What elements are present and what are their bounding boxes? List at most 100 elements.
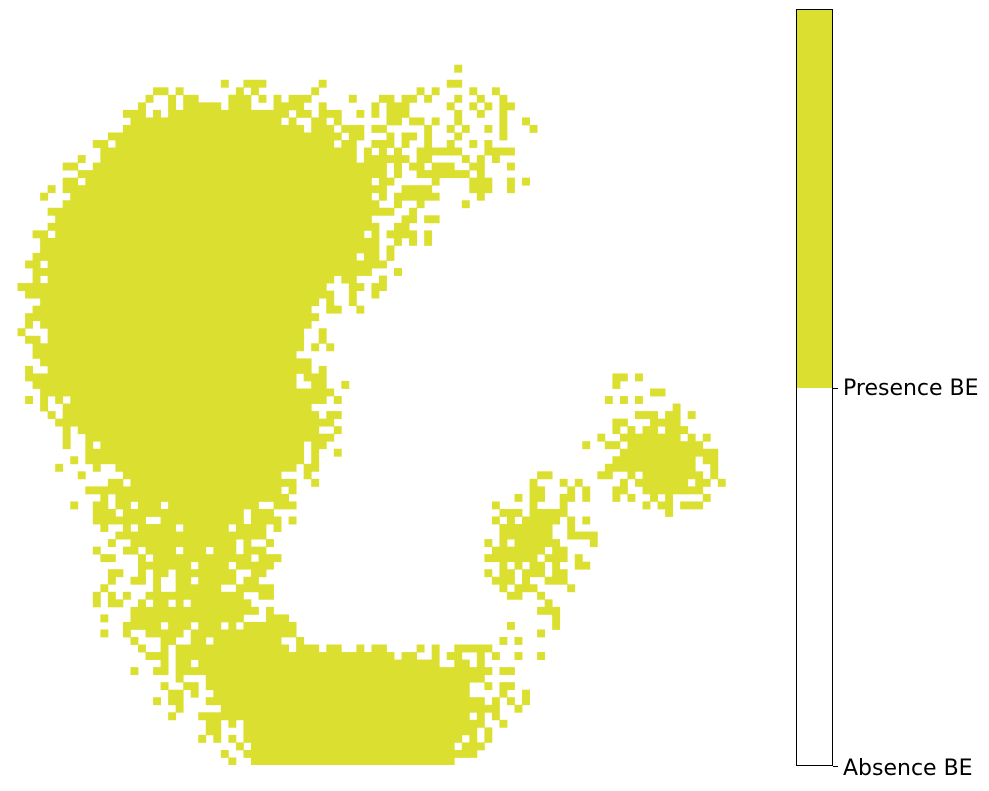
presence-cell bbox=[258, 268, 267, 276]
presence-cell bbox=[183, 493, 192, 502]
presence-cell bbox=[281, 659, 290, 668]
presence-cell bbox=[627, 471, 636, 480]
presence-cell bbox=[62, 177, 71, 186]
presence-cell bbox=[235, 290, 244, 299]
presence-cell bbox=[371, 245, 380, 254]
presence-cell bbox=[198, 433, 207, 442]
presence-cell bbox=[130, 516, 139, 525]
presence-cell bbox=[273, 734, 282, 743]
presence-cell bbox=[138, 245, 146, 254]
presence-cell bbox=[62, 200, 71, 209]
presence-cell bbox=[311, 727, 320, 736]
presence-cell bbox=[273, 290, 282, 299]
presence-cell bbox=[138, 403, 146, 412]
presence-cell bbox=[213, 252, 222, 261]
presence-cell bbox=[250, 712, 259, 721]
presence-cell bbox=[107, 599, 116, 608]
presence-cell bbox=[341, 245, 350, 254]
presence-cell bbox=[138, 396, 146, 404]
presence-cell bbox=[356, 644, 365, 653]
presence-cell bbox=[250, 358, 259, 367]
presence-cell bbox=[205, 260, 214, 269]
presence-cell bbox=[687, 471, 696, 480]
presence-cell bbox=[183, 539, 192, 548]
presence-cell bbox=[311, 313, 320, 322]
presence-cell bbox=[198, 531, 207, 540]
presence-cell bbox=[145, 185, 154, 194]
presence-cell bbox=[130, 539, 139, 548]
presence-cell bbox=[62, 207, 71, 216]
presence-cell bbox=[153, 335, 161, 344]
presence-cell bbox=[168, 230, 177, 239]
presence-cell bbox=[326, 147, 335, 156]
presence-cell bbox=[62, 237, 71, 246]
presence-cell bbox=[288, 674, 297, 683]
presence-cell bbox=[484, 177, 493, 186]
presence-cell bbox=[250, 283, 259, 292]
presence-cell bbox=[168, 561, 177, 570]
presence-cell bbox=[333, 757, 342, 765]
presence-cell bbox=[190, 260, 199, 269]
presence-cell bbox=[130, 290, 139, 299]
presence-cell bbox=[318, 185, 327, 194]
presence-cell bbox=[506, 524, 515, 532]
presence-cell bbox=[273, 704, 282, 713]
presence-cell bbox=[371, 659, 380, 668]
presence-cell bbox=[311, 170, 320, 179]
presence-cell bbox=[168, 252, 177, 261]
presence-cell bbox=[401, 192, 410, 201]
presence-cell bbox=[506, 576, 515, 585]
presence-cell bbox=[341, 155, 350, 163]
presence-cell bbox=[213, 629, 222, 638]
presence-cell bbox=[378, 283, 387, 292]
presence-cell bbox=[115, 222, 124, 231]
presence-cell bbox=[318, 162, 327, 171]
presence-cell bbox=[627, 433, 636, 442]
presence-cell bbox=[198, 365, 207, 374]
presence-cell bbox=[213, 411, 222, 420]
presence-cell bbox=[138, 290, 146, 299]
presence-cell bbox=[168, 365, 177, 374]
presence-cell bbox=[85, 192, 94, 201]
presence-cell bbox=[303, 667, 312, 676]
presence-cell bbox=[401, 749, 410, 758]
presence-cell bbox=[220, 147, 229, 156]
presence-cell bbox=[657, 456, 666, 465]
presence-cell bbox=[311, 411, 320, 420]
presence-cell bbox=[461, 704, 470, 713]
presence-cell bbox=[160, 200, 169, 209]
presence-cell bbox=[160, 396, 169, 404]
presence-cell bbox=[273, 215, 282, 224]
presence-cell bbox=[220, 343, 229, 352]
presence-cell bbox=[213, 636, 222, 645]
presence-cell bbox=[198, 448, 207, 457]
presence-cell bbox=[100, 328, 109, 337]
presence-cell bbox=[130, 621, 139, 630]
presence-cell bbox=[318, 433, 327, 442]
presence-cell bbox=[122, 147, 131, 156]
presence-cell bbox=[62, 230, 71, 239]
presence-cell bbox=[273, 388, 282, 397]
presence-cell bbox=[454, 719, 463, 728]
presence-cell bbox=[499, 546, 508, 555]
presence-cell bbox=[394, 667, 402, 676]
presence-cell bbox=[454, 652, 463, 660]
presence-cell bbox=[92, 501, 101, 510]
presence-cell bbox=[650, 426, 658, 435]
presence-cell bbox=[634, 433, 643, 442]
presence-cell bbox=[266, 230, 274, 239]
presence-cell bbox=[115, 207, 124, 216]
presence-cell bbox=[288, 343, 297, 352]
presence-cell bbox=[476, 109, 485, 118]
presence-cell bbox=[288, 313, 297, 322]
presence-cell bbox=[431, 170, 440, 179]
presence-cell bbox=[461, 155, 470, 163]
presence-cell bbox=[416, 667, 425, 676]
presence-cell bbox=[281, 380, 290, 389]
presence-cell bbox=[311, 215, 320, 224]
presence-cell bbox=[198, 237, 207, 246]
presence-cell bbox=[190, 230, 199, 239]
presence-cell bbox=[258, 132, 267, 141]
presence-cell bbox=[499, 636, 508, 645]
presence-cell bbox=[341, 268, 350, 276]
